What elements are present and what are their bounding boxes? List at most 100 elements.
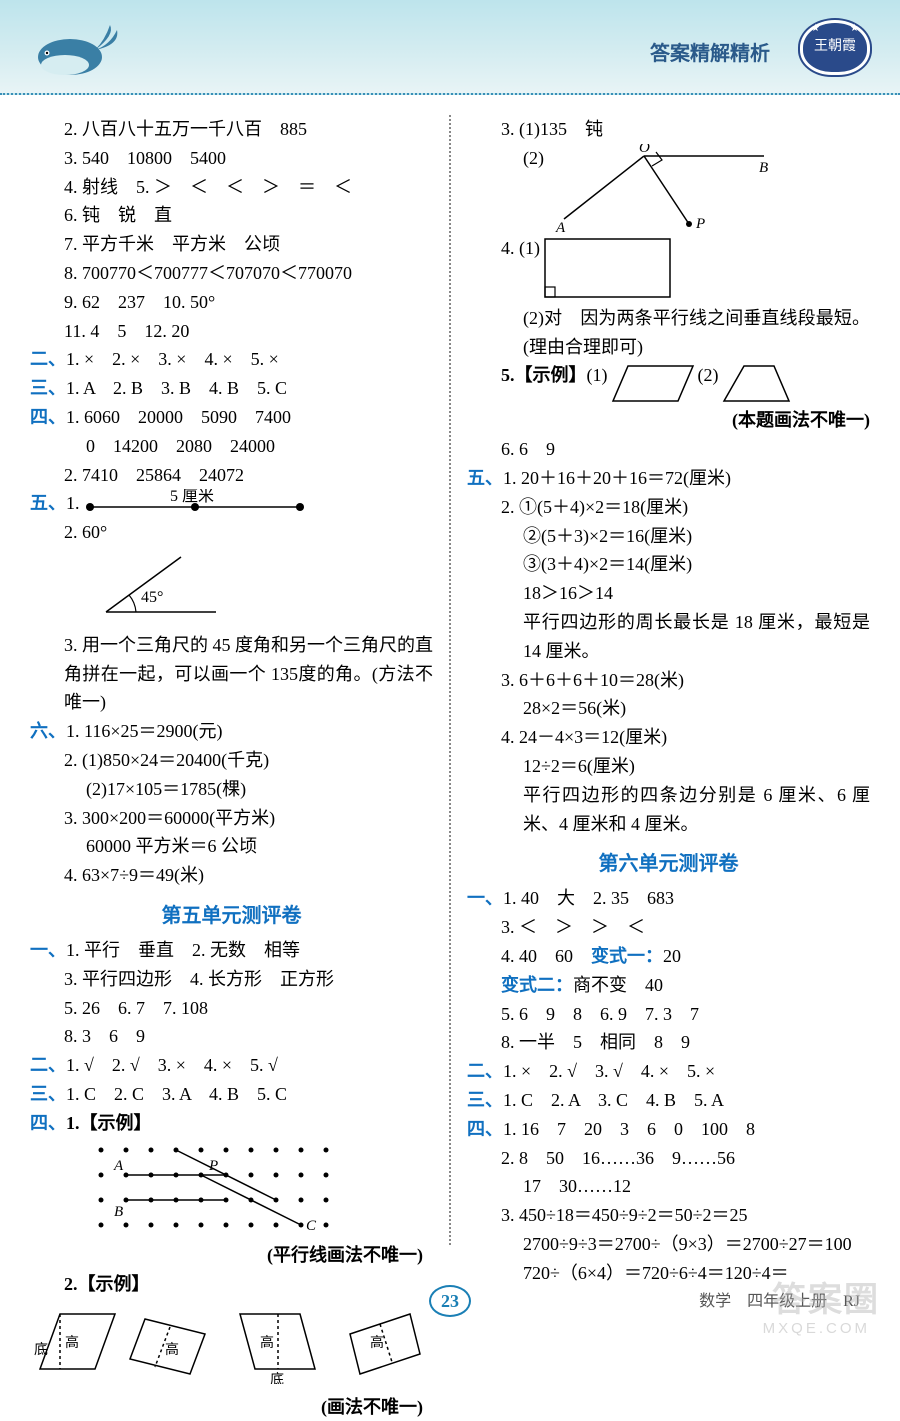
text-line: 1. 6060 20000 5090 7400 xyxy=(66,403,291,432)
text-line: ②(5＋3)×2＝16(厘米) xyxy=(467,522,870,551)
whale-icon xyxy=(25,15,125,80)
svg-text:高: 高 xyxy=(260,1334,274,1351)
page-header: 答案精解精析 王朝霞 xyxy=(0,0,900,95)
section-label-five: 五、 xyxy=(467,464,503,493)
text-line: 平行四边形的周长最长是 18 厘米，最短是 14 厘米。 xyxy=(467,608,870,666)
svg-text:O: O xyxy=(639,144,650,156)
text-line: 1. 116×25＝2900(元) xyxy=(66,717,222,746)
text-line: 1. 平行 垂直 2. 无数 相等 xyxy=(66,936,300,965)
text-line: 20 xyxy=(663,946,681,966)
column-divider xyxy=(449,115,451,1245)
section-row: 六、 1. 116×25＝2900(元) xyxy=(30,717,433,746)
section-row: 三、 1. C 2. C 3. A 4. B 5. C xyxy=(30,1080,433,1109)
text-line: 3. 6＋6＋6＋10＝28(米) xyxy=(467,666,870,695)
example-tag: 5.【示例】 xyxy=(501,361,587,390)
text-line: 2. ①(5＋4)×2＝18(厘米) xyxy=(467,493,870,522)
text-line: 4. 24－4×3＝12(厘米) xyxy=(467,723,870,752)
variant-label: 变式一： xyxy=(591,946,663,966)
text-line: 2. 60° xyxy=(30,518,433,547)
angle-diagram-box: 45° xyxy=(30,547,433,631)
text-line: 8. 3 6 9 xyxy=(30,1022,433,1051)
svg-text:P: P xyxy=(208,1158,218,1174)
text-line: 平行四边形的四条边分别是 6 厘米、6 厘米、4 厘米和 4 厘米。 xyxy=(467,781,870,839)
text-line: 9. 62 237 10. 50° xyxy=(30,288,433,317)
text-line: 4. 63×7÷9＝49(米) xyxy=(30,861,433,890)
badge-text: 王朝霞 xyxy=(814,36,856,58)
svg-text:P: P xyxy=(695,216,705,232)
brand-badge: 王朝霞 xyxy=(800,20,870,75)
text-line: 4. 射线 5. ＞ ＜ ＜ ＞ ＝ ＜ xyxy=(30,173,433,202)
text-line: 28×2＝56(米) xyxy=(467,694,870,723)
section-label-one: 一、 xyxy=(30,936,66,965)
svg-text:A: A xyxy=(113,1158,124,1174)
text-line: 0 14200 2080 24000 xyxy=(30,432,433,461)
text-line: ③(3＋4)×2＝14(厘米) xyxy=(467,550,870,579)
text-line: 商不变 40 xyxy=(573,975,663,995)
text-line: 3. ＜ ＞ ＞ ＜ xyxy=(467,913,870,942)
text-line: 5. 6 9 8 6. 9 7. 3 7 xyxy=(467,1000,870,1029)
example-tag: 1.【示例】 xyxy=(66,1109,152,1138)
text-line: 7. 平方千米 平方米 公顷 xyxy=(30,230,433,259)
left-column: 2. 八百八十五万一千八百 885 3. 540 10800 5400 4. 射… xyxy=(30,115,445,1421)
parallelogram-1 xyxy=(608,361,698,406)
section-row: 四、 1. 16 7 20 3 6 0 100 8 xyxy=(467,1115,870,1144)
shapes-diagram-box: 底 高 高 高 底 高 xyxy=(30,1299,433,1393)
diagram-row: 5.【示例】 (1) (2) xyxy=(467,361,870,406)
text-line: 1. C 2. A 3. C 4. B 5. A xyxy=(503,1086,724,1115)
text-row: 4. 40 60 变式一：20 xyxy=(467,942,870,971)
text-line: 1. × 2. √ 3. √ 4. × 5. × xyxy=(503,1057,715,1086)
section-row: 三、 1. A 2. B 3. B 4. B 5. C xyxy=(30,374,433,403)
segment-label: 5 厘米 xyxy=(170,489,214,505)
section-label-three: 三、 xyxy=(30,1080,66,1109)
section-row: 四、 1.【示例】 xyxy=(30,1109,433,1138)
section-label-two: 二、 xyxy=(467,1057,503,1086)
text-line: 1. A 2. B 3. B 4. B 5. C xyxy=(66,374,287,403)
svg-text:A: A xyxy=(555,220,566,234)
section-row: 二、 1. √ 2. √ 3. × 4. × 5. √ xyxy=(30,1051,433,1080)
dot-grid-diagram: A B P C xyxy=(86,1138,346,1233)
svg-text:高: 高 xyxy=(370,1334,384,1351)
angle-45-diagram: 45° xyxy=(86,547,226,622)
section-label-four: 四、 xyxy=(30,403,66,432)
text-line: 8. 一半 5 相同 8 9 xyxy=(467,1028,870,1057)
text-line: 5. 26 6. 7 7. 108 xyxy=(30,994,433,1023)
note-text: (画法不唯一) xyxy=(30,1393,433,1421)
svg-text:底: 底 xyxy=(270,1372,284,1384)
section-label-five: 五、 xyxy=(30,489,66,518)
section-label-three: 三、 xyxy=(467,1086,503,1115)
text-line: 2. (1)850×24＝20400(千克) xyxy=(30,746,433,775)
text-line: 3. 用一个三角尺的 45 度角和另一个三角尺的直角拼在一起，可以画一个 135… xyxy=(30,631,433,717)
text-line: 2. 8 50 16……36 9……56 xyxy=(467,1144,870,1173)
section-label-two: 二、 xyxy=(30,1051,66,1080)
svg-text:C: C xyxy=(306,1218,317,1233)
dot-grid-diagram-box: A B P C xyxy=(30,1138,433,1242)
section-row: 一、 1. 平行 垂直 2. 无数 相等 xyxy=(30,936,433,965)
header-title: 答案精解精析 xyxy=(650,38,770,70)
text-line: 2. 八百八十五万一千八百 885 xyxy=(30,115,433,144)
section-row: 二、 1. × 2. × 3. × 4. × 5. × xyxy=(30,345,433,374)
page-number-text: 23 xyxy=(441,1287,459,1316)
note-text: (平行线画法不唯一) xyxy=(30,1241,433,1270)
text-line: 6. 6 9 xyxy=(467,435,870,464)
section-label-four: 四、 xyxy=(467,1115,503,1144)
trapezoid-1 xyxy=(719,361,794,406)
svg-text:45°: 45° xyxy=(141,589,163,606)
section-row: 二、 1. × 2. √ 3. √ 4. × 5. × xyxy=(467,1057,870,1086)
content-area: 2. 八百八十五万一千八百 885 3. 540 10800 5400 4. 射… xyxy=(0,95,900,1421)
variant-label: 变式二： xyxy=(501,975,573,995)
sub-label: (2) xyxy=(523,144,544,173)
text-row: 变式二：商不变 40 xyxy=(467,971,870,1000)
sub-label: (2) xyxy=(698,361,719,390)
section-row: 一、 1. 40 大 2. 35 683 xyxy=(467,884,870,913)
text-line: 3. 450÷18＝450÷9÷2＝50÷2＝25 xyxy=(467,1201,870,1230)
text-line: 6. 钝 锐 直 xyxy=(30,201,433,230)
text-line: 1. √ 2. √ 3. × 4. × 5. √ xyxy=(66,1051,278,1080)
text-line: 1. C 2. C 3. A 4. B 5. C xyxy=(66,1080,287,1109)
text-line: 1. 20＋16＋20＋16＝72(厘米) xyxy=(503,464,731,493)
svg-text:底: 底 xyxy=(34,1342,48,1358)
note-text: (本题画法不唯一) xyxy=(467,406,870,435)
section-label-six: 六、 xyxy=(30,717,66,746)
svg-text:B: B xyxy=(114,1204,123,1220)
sub-label: 4. (1) xyxy=(501,234,540,263)
section-row: 三、 1. C 2. A 3. C 4. B 5. A xyxy=(467,1086,870,1115)
